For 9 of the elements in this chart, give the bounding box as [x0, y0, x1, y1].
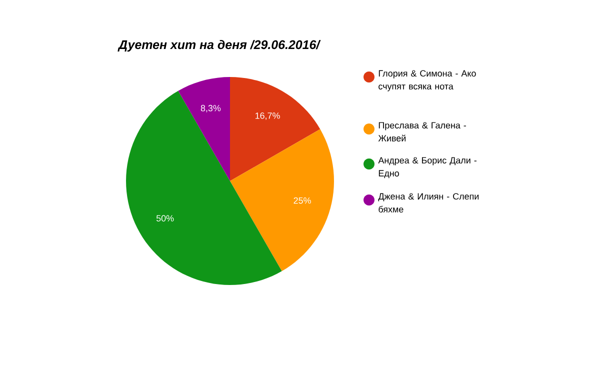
data-label: 50% — [156, 215, 174, 222]
legend-label: Андреа & Борис Дали - Едно — [378, 157, 476, 178]
legend-label: Преслава & Галена - Живей — [378, 122, 466, 142]
chart-title: Дуетен хит на деня /29.06.2016/ — [118, 40, 321, 52]
legend-label: Джена & Илиян - Слепи бяхме — [378, 193, 479, 212]
legend-label: Глория & Симона - Ако счупят всяка нота — [378, 70, 476, 92]
data-label: 8,3% — [200, 104, 221, 112]
data-label: 16,7% — [255, 112, 280, 120]
data-label: 25% — [294, 197, 311, 204]
